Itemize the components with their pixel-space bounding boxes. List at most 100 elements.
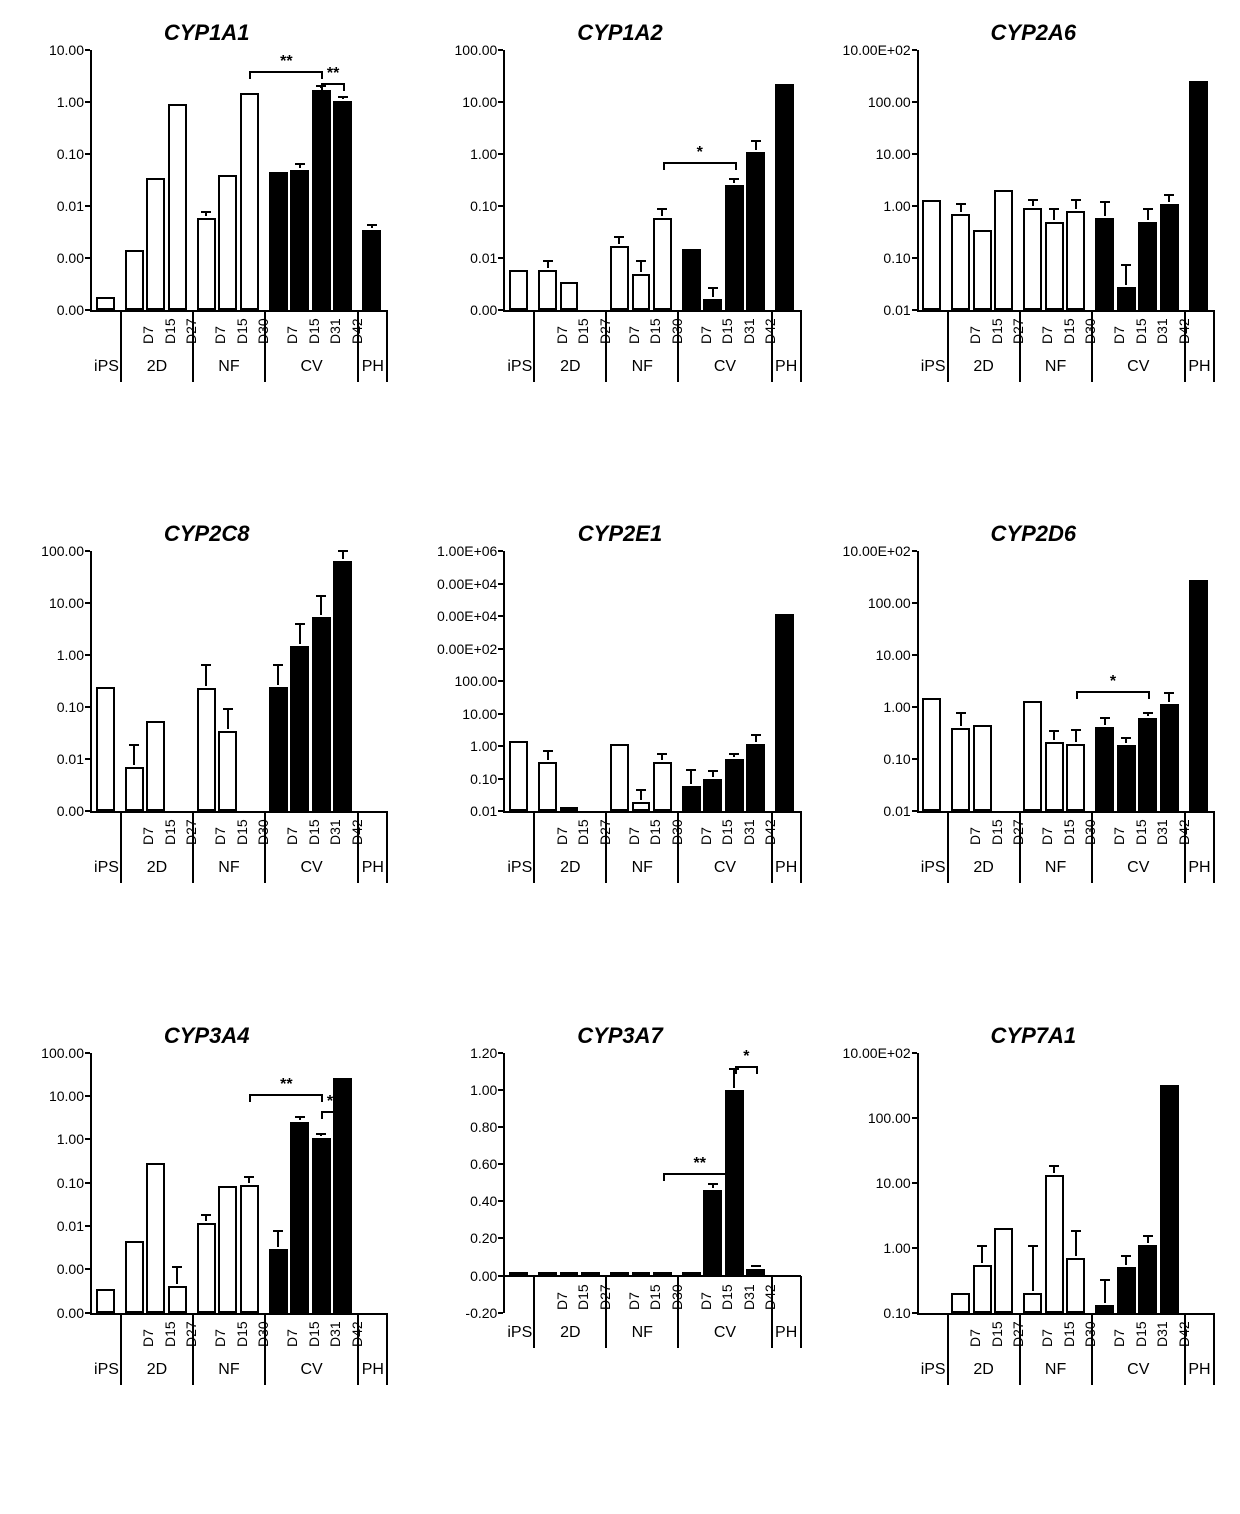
bar (1160, 1085, 1179, 1313)
x-tick-label: D27 (183, 1321, 199, 1347)
group-label: PH (1188, 859, 1210, 877)
group-label: 2D (147, 1361, 167, 1379)
significance-label: * (743, 1048, 749, 1066)
y-axis: 0.101.0010.00100.0010.00E+02 (849, 1053, 917, 1313)
bar (725, 759, 744, 812)
group-separator (533, 811, 535, 883)
bar (581, 1272, 600, 1276)
x-tick-label: D15 (234, 318, 250, 344)
x-tick-label: D7 (140, 827, 156, 845)
group-separator (800, 811, 802, 883)
y-tick-label: 1.20 (470, 1045, 497, 1061)
group-label: PH (1188, 358, 1210, 376)
group-label: 2D (147, 358, 167, 376)
group-separator (947, 310, 949, 382)
bar (509, 270, 528, 310)
bar (1066, 211, 1085, 310)
y-tick-label: 1.00 (57, 647, 84, 663)
bar (1045, 1175, 1064, 1312)
x-tick-label: D7 (212, 326, 228, 344)
bar (1117, 1267, 1136, 1312)
x-tick-label: D15 (989, 820, 1005, 846)
group-label: CV (1127, 1361, 1149, 1379)
bar (125, 767, 144, 811)
bar (703, 1190, 722, 1275)
y-tick-label: 1.00 (470, 1082, 497, 1098)
x-tick-label: D7 (212, 827, 228, 845)
x-tick-label: D31 (741, 1284, 757, 1310)
x-tick-label: D15 (162, 1321, 178, 1347)
x-tick-label: D15 (162, 318, 178, 344)
x-tick-label: D7 (554, 1292, 570, 1310)
y-tick-label: 0.10 (883, 250, 910, 266)
bar (682, 1272, 701, 1276)
x-tick-label: D27 (1010, 1321, 1026, 1347)
y-tick-label: 0.60 (470, 1156, 497, 1172)
y-tick-label: 0.01 (57, 751, 84, 767)
bar (1023, 1293, 1042, 1313)
plot-area: 0.000.010.101.0010.00100.00D7D15D27D7D15… (90, 551, 387, 813)
bar (653, 1272, 672, 1276)
significance-label: * (1110, 673, 1116, 691)
y-tick-label: 0.10 (57, 146, 84, 162)
y-tick-label: 0.10 (883, 1305, 910, 1321)
bar (1095, 218, 1114, 310)
x-tick-label: D30 (1082, 1321, 1098, 1347)
x-tick-label: D42 (1176, 820, 1192, 846)
group-label: NF (632, 1324, 653, 1342)
group-label: iPS (507, 859, 532, 877)
bar (146, 721, 165, 811)
bar (538, 1272, 557, 1276)
y-tick-label: 1.00 (57, 1131, 84, 1147)
x-tick-label: D7 (698, 1292, 714, 1310)
panel-cyp2c8: CYP2C80.000.010.101.0010.00100.00D7D15D2… (20, 521, 393, 992)
bar (218, 1186, 237, 1313)
x-tick-label: D7 (698, 326, 714, 344)
y-tick-label: 0.01 (470, 803, 497, 819)
significance-bracket (250, 1094, 322, 1096)
bar (1023, 701, 1042, 811)
bar (125, 1241, 144, 1313)
bar (951, 214, 970, 310)
group-label: PH (362, 1361, 384, 1379)
bar (509, 741, 528, 812)
x-tick-label: D30 (1082, 820, 1098, 846)
x-tick-label: D15 (575, 318, 591, 344)
x-tick-label: D7 (626, 326, 642, 344)
x-tick-label: D15 (575, 1284, 591, 1310)
y-tick-label: 0.00E+04 (437, 608, 497, 624)
y-tick-label: 0.00 (57, 1261, 84, 1277)
x-tick-label: D42 (349, 820, 365, 846)
x-tick-label: D15 (575, 820, 591, 846)
group-separator (120, 811, 122, 883)
x-tick-label: D7 (967, 1329, 983, 1347)
y-tick-label: 10.00 (876, 1175, 911, 1191)
x-tick-label: D42 (349, 1321, 365, 1347)
bar (362, 230, 381, 310)
x-tick-label: D7 (1111, 1329, 1127, 1347)
bar (973, 725, 992, 811)
group-label: CV (714, 859, 736, 877)
x-tick-label: D30 (255, 318, 271, 344)
panel-cyp2d6: CYP2D60.010.101.0010.00100.0010.00E+02*D… (847, 521, 1220, 992)
y-tick-label: 0.01 (883, 302, 910, 318)
group-label: PH (775, 1324, 797, 1342)
x-tick-label: D7 (1039, 827, 1055, 845)
significance-label: ** (327, 1093, 339, 1111)
bars-container (919, 1053, 1214, 1313)
x-tick-label: D42 (762, 820, 778, 846)
group-label: PH (775, 859, 797, 877)
group-label: CV (300, 859, 322, 877)
y-axis: -0.200.000.200.400.600.801.001.20 (435, 1053, 503, 1313)
group-separator (533, 1276, 535, 1348)
group-label: iPS (507, 358, 532, 376)
bar (922, 200, 941, 310)
bars-container (505, 50, 800, 310)
significance-bracket (1077, 691, 1149, 693)
group-label: iPS (921, 859, 946, 877)
group-separator (386, 310, 388, 382)
group-label: NF (218, 859, 239, 877)
significance-bracket (664, 1173, 736, 1175)
group-separator (386, 1313, 388, 1385)
bar (218, 731, 237, 811)
